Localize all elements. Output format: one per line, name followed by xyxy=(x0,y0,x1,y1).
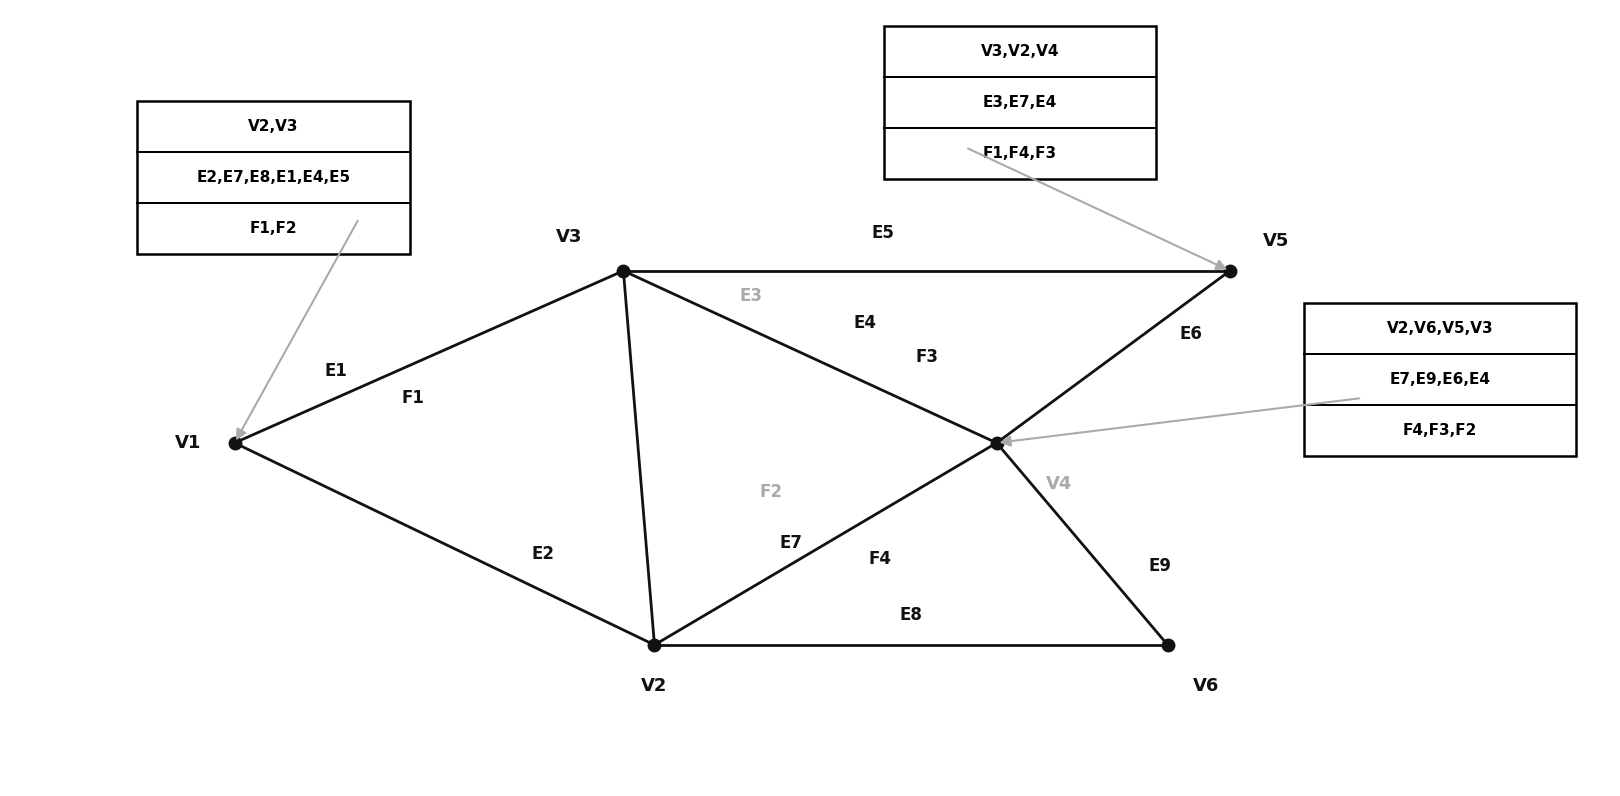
FancyBboxPatch shape xyxy=(1304,303,1576,455)
Text: V4: V4 xyxy=(1045,475,1072,493)
Text: E4: E4 xyxy=(854,314,876,333)
Text: E5: E5 xyxy=(872,224,894,243)
Text: F3: F3 xyxy=(915,348,938,366)
FancyBboxPatch shape xyxy=(138,101,410,254)
Text: F1,F4,F3: F1,F4,F3 xyxy=(983,146,1056,161)
Text: E3,E7,E4: E3,E7,E4 xyxy=(983,95,1058,110)
Text: V5: V5 xyxy=(1264,232,1290,250)
Text: E7: E7 xyxy=(779,533,802,552)
Text: F1: F1 xyxy=(402,389,424,407)
Text: E9: E9 xyxy=(1149,557,1171,576)
Text: F2: F2 xyxy=(760,482,782,501)
Text: E8: E8 xyxy=(899,606,922,624)
Text: V6: V6 xyxy=(1194,677,1220,695)
Text: E2,E7,E8,E1,E4,E5: E2,E7,E8,E1,E4,E5 xyxy=(196,170,350,185)
Text: F4,F3,F2: F4,F3,F2 xyxy=(1403,423,1477,438)
Text: E2: E2 xyxy=(531,545,554,563)
Text: F1,F2: F1,F2 xyxy=(249,220,296,236)
Text: E7,E9,E6,E4: E7,E9,E6,E4 xyxy=(1390,372,1490,387)
Text: V2,V6,V5,V3: V2,V6,V5,V3 xyxy=(1387,321,1494,336)
Text: E6: E6 xyxy=(1179,326,1202,343)
Text: E3: E3 xyxy=(739,287,763,305)
FancyBboxPatch shape xyxy=(885,26,1157,179)
Text: F4: F4 xyxy=(868,550,891,568)
Text: E1: E1 xyxy=(324,361,347,380)
Text: V3: V3 xyxy=(556,228,582,246)
Text: V2,V3: V2,V3 xyxy=(248,119,298,134)
Text: V1: V1 xyxy=(175,434,201,452)
Text: V2: V2 xyxy=(642,677,667,695)
Text: V3,V2,V4: V3,V2,V4 xyxy=(980,44,1059,59)
